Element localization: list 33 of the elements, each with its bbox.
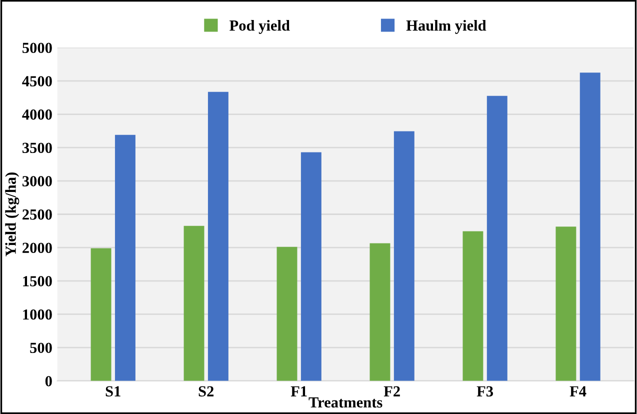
- y-tick-label: 1000: [23, 309, 52, 320]
- bar: [394, 131, 414, 381]
- bar: [208, 92, 228, 381]
- x-tick-label: F1: [290, 386, 307, 396]
- y-axis-title: Yield (kg/ha): [5, 172, 20, 256]
- y-tick-label: 2500: [22, 209, 52, 220]
- legend-label: Pod yield: [230, 20, 290, 34]
- y-tick-label: 3500: [22, 142, 52, 154]
- x-tick-label: F3: [476, 386, 494, 396]
- bar: [580, 72, 600, 381]
- bar: [184, 226, 204, 381]
- bar: [370, 243, 390, 381]
- bar: [300, 152, 322, 381]
- bar: [90, 248, 112, 381]
- y-tick-label: 4500: [22, 76, 52, 86]
- bar: [462, 231, 484, 381]
- x-tick-label: S1: [106, 386, 120, 396]
- bar: [486, 96, 508, 381]
- y-tick-label: 2000: [22, 242, 52, 254]
- bar: [276, 246, 298, 381]
- x-tick-label: S2: [198, 386, 214, 396]
- y-tick-label: 1500: [23, 276, 52, 286]
- legend-label: Haulm yield: [406, 20, 486, 34]
- x-tick-label: F4: [570, 386, 586, 396]
- x-tick-label: F2: [384, 386, 400, 396]
- x-axis-title: Treatments: [308, 397, 382, 408]
- y-tick-label: 500: [30, 342, 52, 354]
- y-tick-label: 4000: [22, 109, 52, 120]
- y-tick-label: 5000: [22, 42, 52, 54]
- y-tick-label: 3000: [22, 176, 52, 186]
- y-tick-label: 0: [45, 376, 52, 386]
- bar: [556, 226, 576, 381]
- bar: [114, 134, 136, 381]
